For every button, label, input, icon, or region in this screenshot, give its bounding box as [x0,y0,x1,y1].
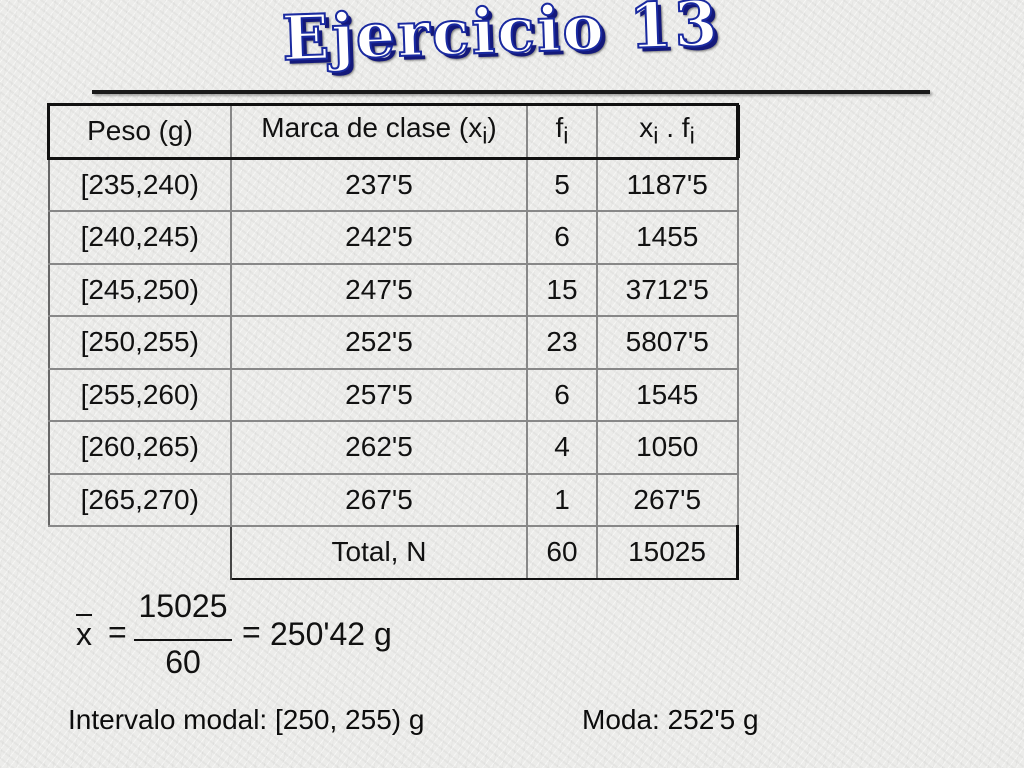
cell-frequency: 5 [526,156,598,212]
table-total-row: Total, N 60 15025 [48,525,739,580]
table-row: [265,270) 267'5 1 267'5 [47,472,739,527]
table-row: [255,260) 257'5 6 1545 [47,367,739,422]
cell-frequency: 23 [526,315,598,370]
cell-interval: [250,255) [47,315,232,370]
total-spacer [48,526,232,579]
cell-class-mark: 237'5 [230,156,528,212]
mode-text: Moda: 252'5 g [582,704,759,735]
fraction-denominator: 60 [165,644,201,680]
cell-product: 1050 [596,420,739,475]
total-product: 15025 [596,525,739,580]
table-row: [245,250) 247'5 15 3712'5 [47,262,739,317]
cell-product: 267'5 [596,472,739,527]
table-row: [260,265) 262'5 4 1050 [47,420,739,475]
cell-class-mark: 257'5 [230,367,528,422]
cell-product: 1187'5 [596,156,739,212]
cell-interval: [255,260) [47,367,232,422]
total-frequency: 60 [526,525,598,580]
cell-frequency: 1 [526,472,598,527]
equals-sign: = [242,614,261,650]
cell-interval: [240,245) [47,210,232,265]
cell-product: 3712'5 [596,262,739,317]
modal-interval-text: Intervalo modal: [250, 255) g [68,704,425,735]
cell-class-mark: 267'5 [230,472,528,527]
cell-frequency: 6 [526,210,598,265]
cell-product: 5807'5 [596,315,739,370]
cell-interval: [245,250) [47,262,232,317]
title-underline [92,90,930,94]
header-marca-clase: Marca de clase (xi) [230,103,528,159]
fraction-numerator: 15025 [138,588,228,624]
table-row: [250,255) 252'5 23 5807'5 [47,315,739,370]
fraction-bar [134,639,232,641]
table-row: [235,240) 237'5 5 1187'5 [47,156,739,212]
mean-formula: x = 15025 60 = 250'42 g [72,588,412,684]
table-header-row: Peso (g) Marca de clase (xi) fi xi . fi [47,103,739,159]
header-fi: fi [526,103,598,159]
cell-interval: [265,270) [47,472,232,527]
cell-frequency: 4 [526,420,598,475]
cell-frequency: 15 [526,262,598,317]
frequency-table: Peso (g) Marca de clase (xi) fi xi . fi … [47,103,739,580]
cell-frequency: 6 [526,367,598,422]
cell-interval: [260,265) [47,420,232,475]
total-label: Total, N [230,525,528,580]
cell-product: 1455 [596,210,739,265]
equals-sign: = [108,614,127,650]
mean-result: 250'42 g [270,616,392,652]
header-peso: Peso (g) [47,103,232,159]
table-row: [240,245) 242'5 6 1455 [47,210,739,265]
cell-class-mark: 252'5 [230,315,528,370]
slide-title: Ejercicio 13 [280,0,722,76]
cell-product: 1545 [596,367,739,422]
cell-class-mark: 262'5 [230,420,528,475]
cell-class-mark: 247'5 [230,262,528,317]
header-xi-fi: xi . fi [596,103,739,159]
cell-class-mark: 242'5 [230,210,528,265]
mean-symbol: x [76,614,92,652]
cell-interval: [235,240) [47,156,232,212]
